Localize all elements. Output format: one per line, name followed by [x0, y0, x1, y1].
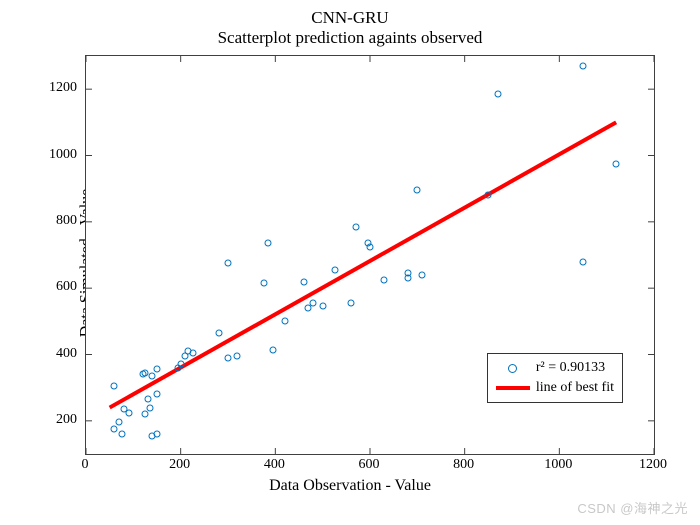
legend-item: r² = 0.90133	[496, 358, 614, 378]
scatter-point	[580, 62, 587, 69]
legend-label: r² = 0.90133	[536, 360, 605, 376]
scatter-point	[300, 278, 307, 285]
scatter-point	[419, 271, 426, 278]
watermark-text: CSDN @海神之光	[577, 498, 688, 517]
x-tick-label: 400	[264, 457, 285, 473]
scatter-point	[142, 369, 149, 376]
scatter-point	[234, 353, 241, 360]
scatter-point	[485, 192, 492, 199]
scatter-point	[319, 303, 326, 310]
y-tick-label: 1000	[37, 147, 77, 163]
scatter-point	[381, 276, 388, 283]
scatter-point	[215, 329, 222, 336]
scatter-point	[144, 396, 151, 403]
scatter-point	[265, 240, 272, 247]
scatter-point	[281, 318, 288, 325]
scatter-point	[494, 91, 501, 98]
y-tick-label: 200	[37, 412, 77, 428]
y-tick-label: 400	[37, 346, 77, 362]
scatter-point	[225, 260, 232, 267]
scatter-point	[154, 431, 161, 438]
scatter-point	[260, 280, 267, 287]
scatter-point	[269, 346, 276, 353]
scatter-point	[149, 373, 156, 380]
scatter-point	[154, 391, 161, 398]
x-tick-label: 200	[169, 457, 190, 473]
scatter-point	[116, 419, 123, 426]
scatter-point	[111, 426, 118, 433]
scatter-point	[177, 361, 184, 368]
scatter-point	[154, 366, 161, 373]
legend: r² = 0.90133 line of best fit	[487, 353, 623, 403]
scatter-point	[189, 349, 196, 356]
legend-item: line of best fit	[496, 378, 614, 398]
chart-suptitle: CNN-GRU	[0, 8, 700, 28]
x-tick-label: 0	[82, 457, 89, 473]
scatter-point	[111, 383, 118, 390]
scatter-point	[310, 300, 317, 307]
x-axis-label: Data Observation - Value	[0, 477, 700, 495]
legend-marker-icon	[496, 359, 530, 377]
scatter-point	[414, 187, 421, 194]
scatter-point	[331, 266, 338, 273]
scatter-point	[142, 411, 149, 418]
scatter-point	[146, 404, 153, 411]
scatter-point	[125, 409, 132, 416]
chart-container: CNN-GRU Scatterplot prediction againts o…	[0, 0, 700, 525]
legend-label: line of best fit	[536, 380, 614, 396]
x-tick-label: 600	[359, 457, 380, 473]
scatter-point	[225, 354, 232, 361]
x-tick-label: 800	[453, 457, 474, 473]
scatter-point	[367, 243, 374, 250]
scatter-point	[348, 300, 355, 307]
chart-subtitle: Scatterplot prediction againts observed	[0, 28, 700, 48]
x-tick-label: 1000	[544, 457, 572, 473]
y-tick-label: 1200	[37, 80, 77, 96]
scatter-point	[352, 223, 359, 230]
scatter-point	[118, 431, 125, 438]
legend-line-icon	[496, 379, 530, 397]
y-tick-label: 600	[37, 279, 77, 295]
y-tick-label: 800	[37, 213, 77, 229]
scatter-point	[613, 160, 620, 167]
scatter-point	[404, 275, 411, 282]
x-tick-label: 1200	[639, 457, 667, 473]
scatter-point	[580, 258, 587, 265]
